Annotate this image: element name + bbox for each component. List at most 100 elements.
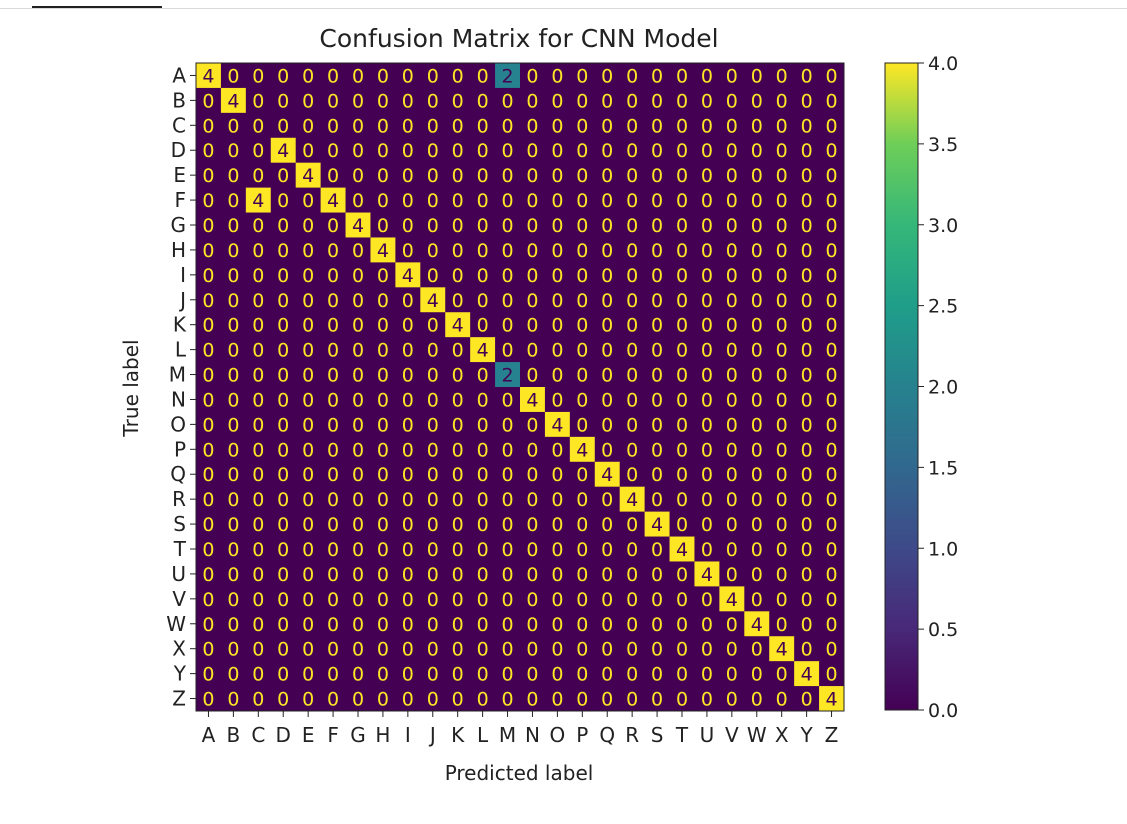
colorbar-tick-label: 0.0	[928, 700, 958, 722]
matrix-cell	[619, 287, 646, 313]
matrix-cell-value: 0	[676, 614, 688, 636]
matrix-cell	[270, 362, 297, 388]
matrix-cell	[594, 436, 621, 463]
matrix-cell	[320, 187, 347, 214]
matrix-cell-value: 0	[726, 90, 738, 112]
matrix-cell-value: 0	[477, 365, 489, 387]
matrix-cell-value: 0	[427, 464, 439, 486]
matrix-cell-value: 0	[501, 589, 513, 611]
matrix-cell	[320, 312, 347, 338]
matrix-cell	[395, 561, 421, 587]
matrix-cell-value: 0	[377, 90, 389, 112]
matrix-cell-value: 0	[776, 190, 788, 212]
matrix-cell-value: 0	[701, 315, 713, 337]
matrix-cell	[495, 611, 521, 637]
matrix-cell-value: 0	[302, 340, 314, 362]
matrix-cell	[295, 586, 322, 612]
colorbar-tick-label: 3.0	[928, 215, 958, 237]
matrix-cell	[619, 162, 646, 189]
matrix-cell	[420, 262, 446, 288]
matrix-cell	[794, 661, 820, 687]
matrix-cell-value: 0	[402, 315, 414, 337]
matrix-cell	[569, 162, 596, 189]
matrix-cell-value: 0	[402, 614, 414, 636]
matrix-cell	[270, 287, 297, 313]
matrix-cell	[644, 287, 671, 313]
matrix-cell	[196, 337, 222, 363]
matrix-cell	[270, 63, 297, 89]
y-tick-label: W	[166, 612, 186, 636]
matrix-cell	[619, 87, 646, 114]
matrix-cell	[619, 461, 646, 488]
matrix-cell	[520, 636, 546, 662]
matrix-cell	[445, 63, 471, 89]
matrix-cell	[769, 162, 795, 189]
matrix-cell-value: 0	[701, 539, 713, 561]
matrix-cell-value: 0	[202, 165, 214, 187]
matrix-cell-value: 0	[551, 564, 563, 586]
matrix-cell-value: 0	[526, 140, 538, 162]
matrix-cell-value: 0	[801, 614, 813, 636]
matrix-cell-value: 0	[302, 140, 314, 162]
matrix-cell-value: 0	[551, 65, 563, 87]
matrix-cell	[420, 611, 446, 637]
matrix-cell	[445, 586, 471, 612]
matrix-cell	[569, 411, 596, 438]
matrix-cell	[694, 686, 720, 712]
matrix-cell-value: 0	[227, 489, 239, 511]
matrix-cell-value: 0	[676, 664, 688, 686]
y-tick-label: K	[173, 313, 187, 337]
matrix-cell	[495, 137, 521, 164]
matrix-cell	[769, 287, 795, 313]
matrix-cell-value: 0	[626, 614, 638, 636]
matrix-cell-value: 0	[526, 439, 538, 461]
matrix-cell	[544, 362, 571, 388]
matrix-cell-value: 0	[277, 614, 289, 636]
matrix-cell	[794, 63, 820, 89]
matrix-cell-value: 0	[302, 414, 314, 436]
matrix-cell-value: 0	[302, 389, 314, 411]
matrix-cell	[345, 661, 371, 687]
matrix-cell-value: 0	[701, 190, 713, 212]
matrix-cell	[744, 112, 770, 139]
matrix-cell-value: 0	[751, 589, 763, 611]
matrix-cell-value: 0	[252, 290, 264, 312]
matrix-cell	[470, 636, 496, 662]
matrix-cell	[370, 262, 396, 288]
matrix-cell	[544, 536, 571, 562]
matrix-cell-value: 0	[377, 464, 389, 486]
matrix-cell-value: 0	[526, 614, 538, 636]
matrix-cell-value: 0	[526, 290, 538, 312]
matrix-cell	[669, 636, 695, 662]
matrix-cell-value: 0	[352, 315, 364, 337]
matrix-cell-value: 0	[726, 165, 738, 187]
matrix-cell-value: 0	[427, 439, 439, 461]
matrix-cell	[370, 686, 396, 712]
matrix-cell-value: 0	[601, 265, 613, 287]
matrix-cell-value: 0	[327, 215, 339, 237]
matrix-cell	[644, 486, 671, 513]
matrix-cell	[295, 187, 322, 214]
y-tick-label: J	[178, 288, 186, 312]
matrix-cell-value: 0	[551, 589, 563, 611]
matrix-cell	[420, 561, 446, 587]
matrix-cell	[495, 536, 521, 562]
matrix-cell	[245, 636, 272, 662]
matrix-cell	[644, 661, 671, 687]
matrix-cell-value: 0	[751, 215, 763, 237]
matrix-cell-value: 0	[651, 165, 663, 187]
matrix-cell-value: 0	[327, 489, 339, 511]
matrix-cell	[320, 411, 347, 438]
matrix-cell	[594, 63, 621, 89]
matrix-cell-value: 0	[302, 265, 314, 287]
matrix-cell-value: 0	[776, 340, 788, 362]
matrix-cell	[395, 611, 421, 637]
matrix-cell	[744, 586, 770, 612]
matrix-cell-value: 0	[726, 265, 738, 287]
matrix-cell	[270, 337, 297, 363]
matrix-cell-value: 0	[302, 365, 314, 387]
matrix-cell-value: 0	[726, 389, 738, 411]
matrix-cell	[420, 337, 446, 363]
matrix-cell	[594, 387, 621, 413]
